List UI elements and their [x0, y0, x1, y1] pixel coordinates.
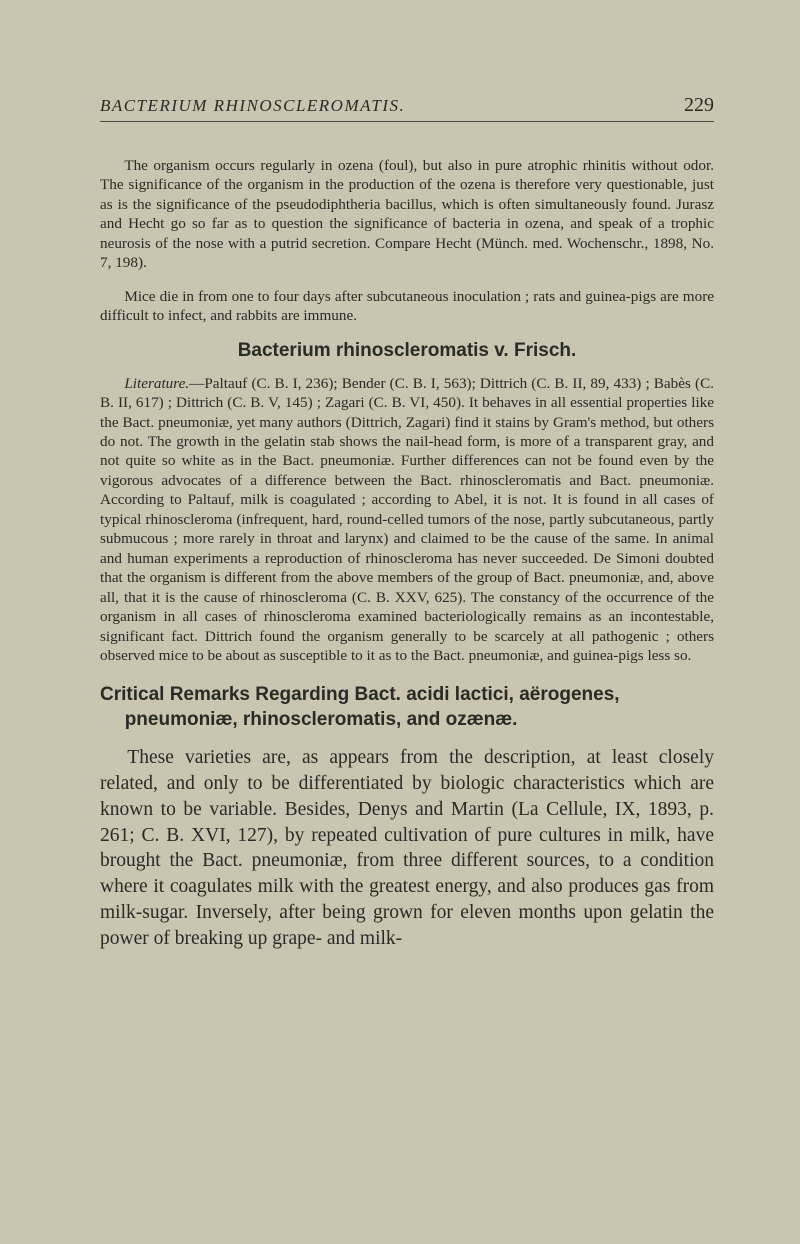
run-in-label: Literature. — [124, 375, 189, 392]
body-paragraph-large: These varieties are, as appears from the… — [100, 745, 714, 952]
running-head: BACTERIUM RHINOSCLEROMATIS. 229 — [100, 94, 714, 122]
body-paragraph: Mice die in from one to four days after … — [100, 287, 714, 326]
section-heading: Critical Remarks Regarding Bact. acidi l… — [100, 683, 714, 732]
running-title: BACTERIUM RHINOSCLEROMATIS. — [100, 96, 405, 116]
body-paragraph: The organism occurs regularly in ozena (… — [100, 156, 714, 273]
paragraph-text: —Paltauf (C. B. I, 236); Bender (C. B. I… — [100, 375, 714, 664]
section-heading: Bacterium rhinoscleromatis v. Frisch. — [100, 340, 714, 362]
body-paragraph: Literature.—Paltauf (C. B. I, 236); Bend… — [100, 374, 714, 666]
page-number: 229 — [684, 94, 714, 117]
